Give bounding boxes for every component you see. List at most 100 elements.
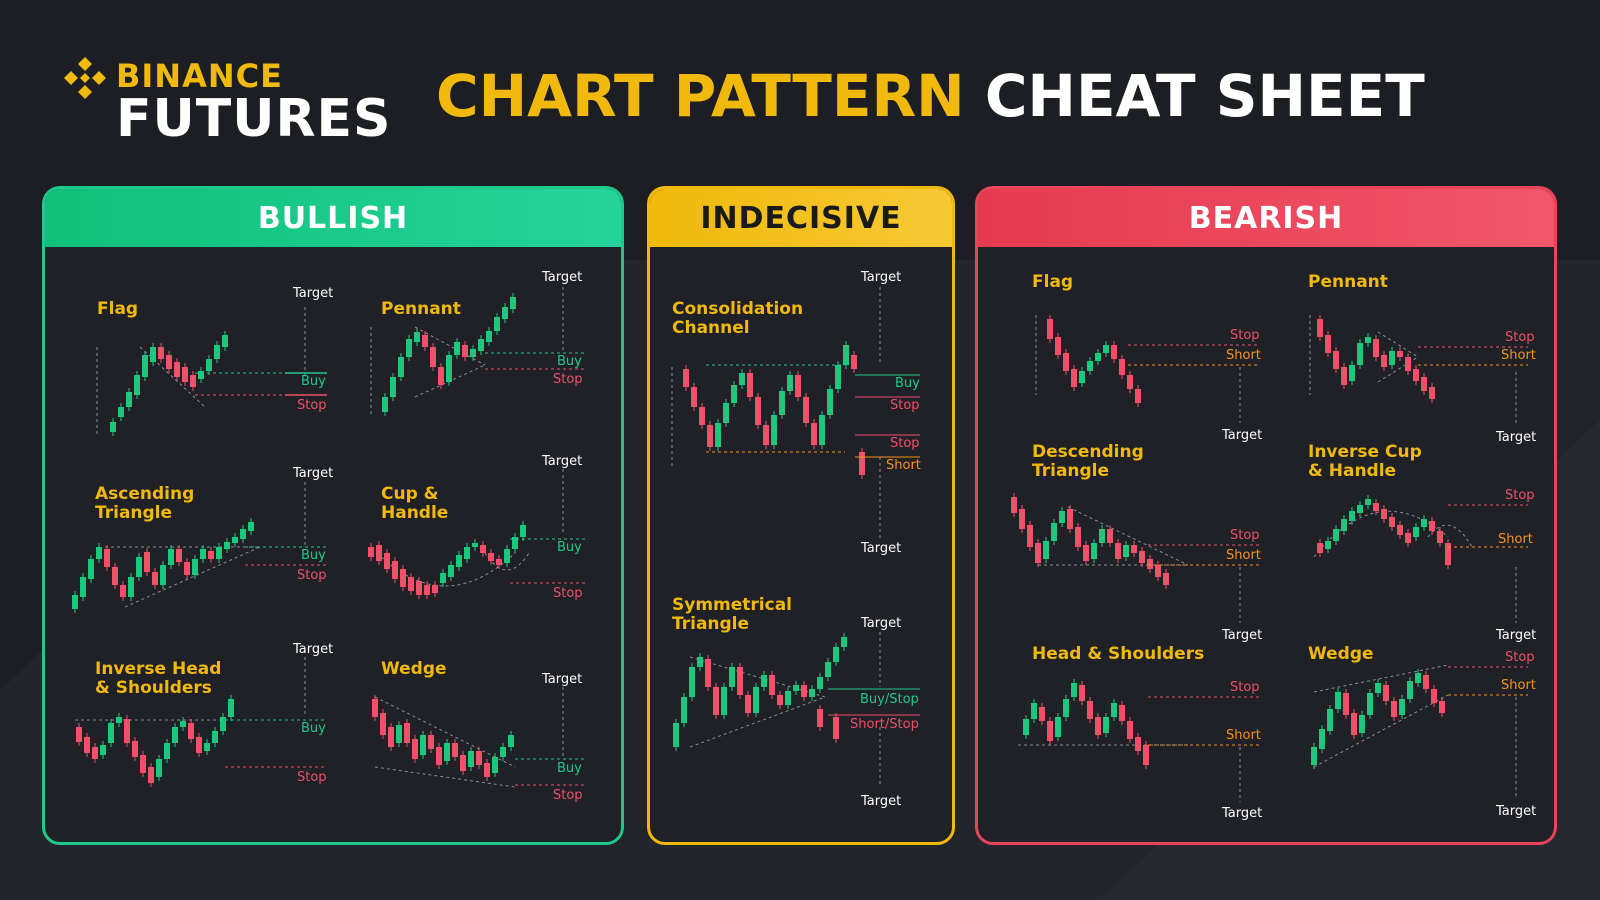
- bull-pennant-chart: Target Buy Stop: [370, 270, 585, 417]
- target-label: Target: [292, 286, 333, 301]
- candle-body: [827, 389, 833, 415]
- candle-body: [817, 709, 823, 727]
- target-label: Target: [292, 466, 333, 481]
- bear-head-shoulders-chart: Stop Short Target: [1018, 679, 1262, 821]
- short-label: Short: [1501, 348, 1536, 363]
- target-label: Target: [860, 541, 901, 556]
- candle-body: [1397, 351, 1403, 357]
- stop-label: Stop: [297, 398, 327, 413]
- candle-body: [188, 723, 194, 739]
- candle-body: [462, 345, 468, 357]
- target-label: Target: [860, 616, 901, 631]
- candle-body: [785, 691, 791, 705]
- pattern-title: Pennant: [1308, 272, 1388, 292]
- candle-body: [769, 675, 775, 695]
- candle-body: [1111, 345, 1117, 359]
- candle-body: [819, 415, 825, 445]
- candle-body: [843, 345, 849, 365]
- candle-body: [1043, 541, 1049, 559]
- candle-body: [755, 397, 761, 425]
- symmetrical-triangle-chart: Target Buy/Stop Short/Stop Target: [673, 616, 920, 809]
- candle-body: [182, 367, 188, 382]
- candle-body: [520, 525, 526, 537]
- candle-body: [232, 537, 238, 543]
- candle-body: [745, 695, 751, 713]
- target-label: Target: [1221, 628, 1262, 643]
- candle-body: [112, 567, 118, 585]
- candle-body: [705, 659, 711, 687]
- candle-body: [841, 637, 847, 647]
- indecisive-panel: INDECISIVE Consolidation Channel Target B…: [647, 186, 955, 845]
- candle-body: [222, 335, 228, 347]
- candle-body: [384, 553, 390, 569]
- candle-body: [1135, 737, 1141, 751]
- candle-body: [1351, 713, 1357, 735]
- candle-body: [1405, 533, 1411, 543]
- candle-body: [1079, 371, 1085, 383]
- candle-body: [392, 561, 398, 579]
- stop-label: Stop: [297, 568, 327, 583]
- candle-body: [1397, 525, 1403, 535]
- pattern-title: Symmetrical Triangle: [672, 595, 792, 634]
- short-label: Short: [1226, 728, 1261, 743]
- candle-body: [681, 697, 687, 723]
- candle-body: [486, 331, 492, 342]
- candle-body: [488, 553, 494, 561]
- pattern-title: Inverse Head & Shoulders: [95, 659, 221, 698]
- candle-body: [214, 345, 220, 359]
- candle-body: [1023, 719, 1029, 735]
- bullish-panel: BULLISH Flag Target Buy Stop Pennant: [42, 186, 624, 845]
- candle-body: [140, 755, 146, 773]
- candle-body: [1429, 521, 1435, 531]
- stop-label: Stop: [553, 372, 583, 387]
- brand-name: BINANCE: [116, 57, 283, 95]
- candle-body: [1127, 721, 1133, 739]
- candle-body: [408, 577, 414, 591]
- candle-body: [787, 375, 793, 391]
- candle-body: [220, 717, 226, 731]
- candle-body: [817, 677, 823, 689]
- candle-body: [1373, 503, 1379, 511]
- candle-body: [779, 391, 785, 415]
- bull-flag-chart: Target Buy Stop: [96, 286, 333, 437]
- pattern-title: Pennant: [381, 299, 461, 319]
- stop-label: Stop: [1230, 328, 1260, 343]
- candle-body: [729, 667, 735, 687]
- candle-body: [412, 739, 418, 759]
- short-label: Short: [1226, 348, 1261, 363]
- bull-inverse-head-shoulders-chart: Target Buy Stop: [75, 642, 333, 787]
- candle-body: [400, 569, 406, 587]
- pattern-title: Ascending Triangle: [95, 484, 194, 523]
- candle-body: [84, 737, 90, 753]
- candle-body: [1011, 497, 1017, 513]
- candle-body: [372, 699, 378, 717]
- stop-label: Stop: [1505, 330, 1535, 345]
- candle-body: [1357, 343, 1363, 365]
- candle-body: [753, 687, 759, 713]
- candle-body: [444, 743, 450, 761]
- candle-body: [494, 317, 500, 331]
- target-label: Target: [541, 454, 582, 469]
- candle-body: [1421, 377, 1427, 391]
- candle-body: [212, 731, 218, 743]
- short-label: Short: [886, 458, 921, 473]
- candle-body: [156, 759, 162, 777]
- candle-body: [428, 735, 434, 749]
- pattern-title: Wedge: [381, 659, 447, 679]
- candle-body: [1051, 523, 1057, 541]
- candle-body: [158, 347, 164, 359]
- candle-body: [148, 767, 154, 783]
- target-label: Target: [1495, 430, 1536, 445]
- candle-body: [404, 723, 410, 743]
- candle-body: [478, 339, 484, 351]
- candle-body: [1147, 559, 1153, 569]
- candle-body: [390, 377, 396, 397]
- candle-body: [142, 355, 148, 377]
- bearish-header: BEARISH: [978, 189, 1554, 247]
- candle-body: [1415, 673, 1421, 683]
- bearish-patterns: Flag Stop Short Target Pennant Stop Shor…: [1011, 272, 1536, 821]
- candle-body: [438, 367, 444, 385]
- candle-body: [763, 425, 769, 445]
- candle-body: [833, 717, 839, 739]
- candle-body: [504, 549, 510, 563]
